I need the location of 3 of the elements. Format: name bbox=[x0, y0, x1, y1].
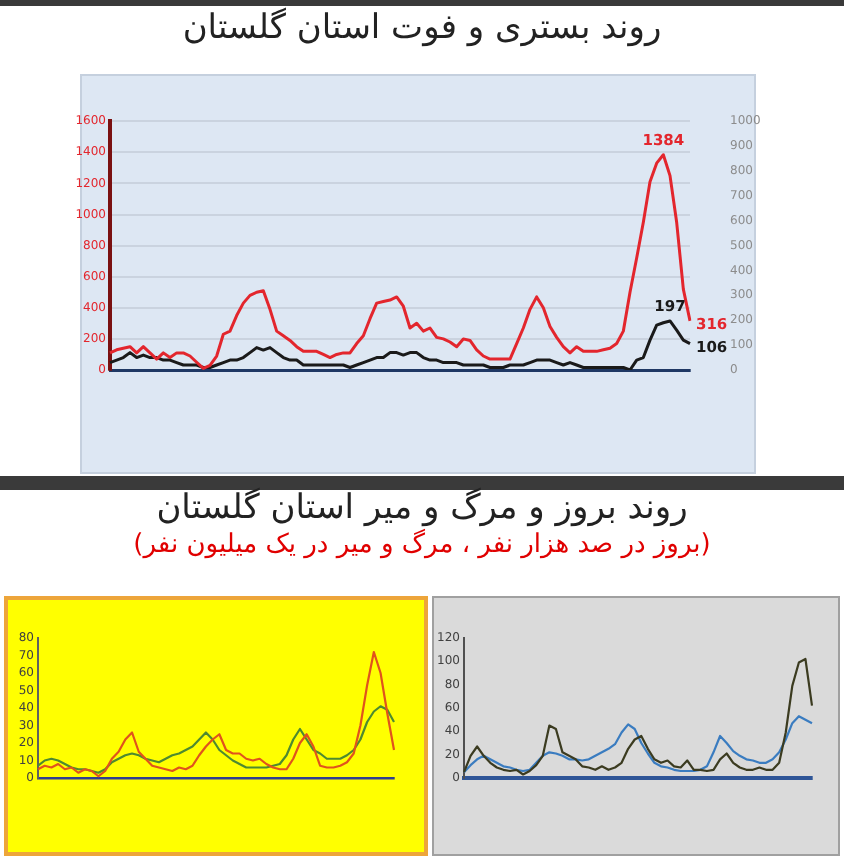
chart-title: روند بستری و فوت استان گلستان bbox=[180, 8, 664, 51]
chart-subtitle: (بروز در صد هزار نفر ، مرگ و میر در یک میلیون نفر) bbox=[131, 530, 713, 563]
chart-title: روند بروز و مرگ و میر استان گلستان bbox=[154, 488, 690, 529]
